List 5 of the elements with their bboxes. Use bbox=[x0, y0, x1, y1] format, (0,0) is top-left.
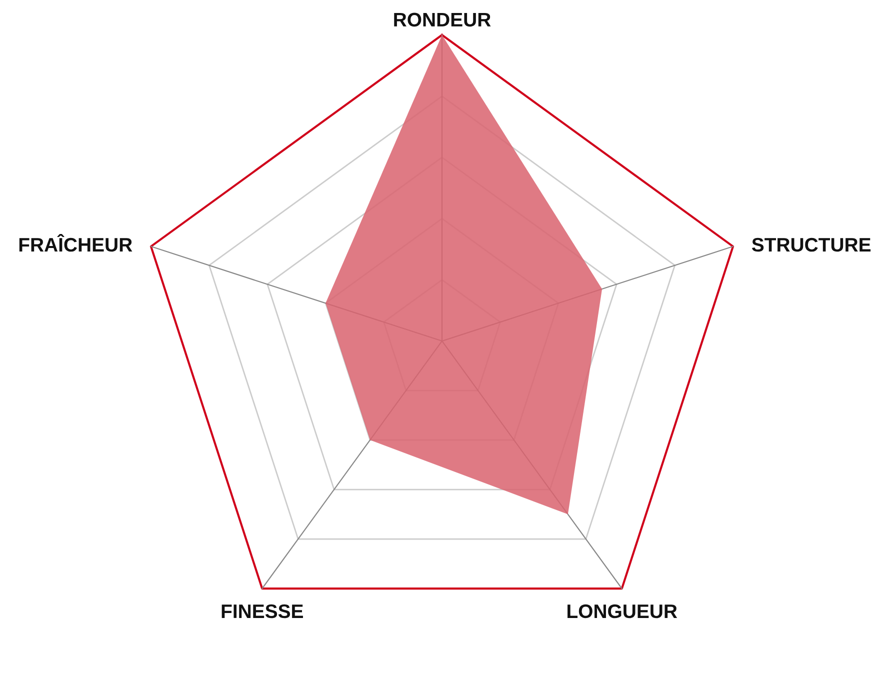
spoke-label: RONDEUR bbox=[394, 12, 491, 27]
spoke-label: LONGUEUR bbox=[568, 604, 678, 618]
spoke-label: FINESSE bbox=[222, 604, 303, 618]
spoke-label: STRUCTURE bbox=[752, 238, 871, 252]
spoke-label: FRAÎCHEUR bbox=[19, 234, 132, 252]
